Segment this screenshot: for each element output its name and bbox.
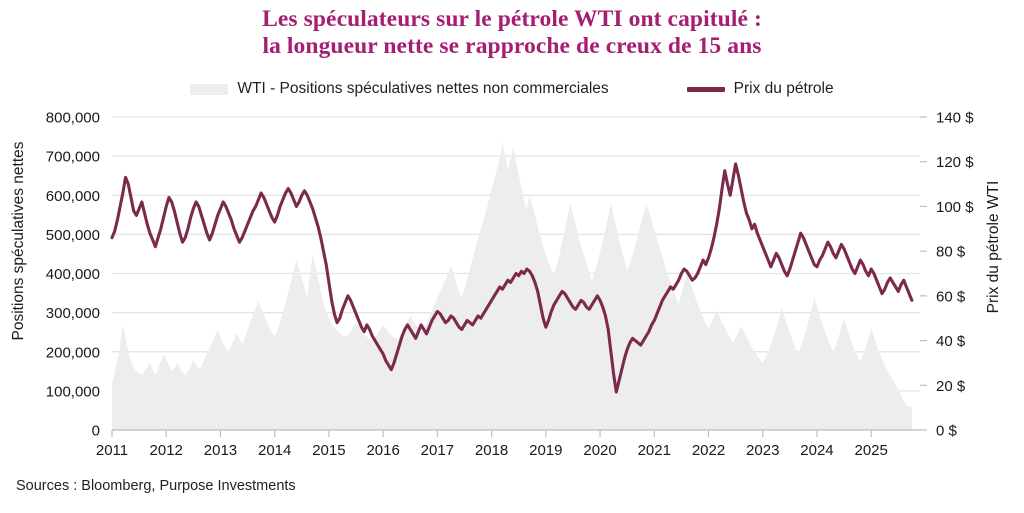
y-axis-left-tick-label: 800,000 [46,110,100,127]
y-axis-left-tick-label: 700,000 [46,149,100,166]
x-axis-tick-label: 2016 [366,442,399,459]
title-line-1: Les spéculateurs sur le pétrole WTI ont … [262,6,762,32]
area-series-net-positions [112,142,912,430]
plot-area-wrapper: 0 100,000 200,000 300,000 400,000 500,000 600,… [10,110,1002,460]
y-axis-left-tick-label: 400,000 [46,266,100,283]
x-axis-tick-label: 2017 [421,442,454,459]
legend-line-swatch-icon [686,86,725,92]
y-axis-right-tick-label: 120 $ [936,154,974,171]
x-axis-tick-label: 2018 [475,442,508,459]
chart-legend: WTI - Positions spéculatives nettes non … [0,80,1024,98]
y-axis-left-title: Positions spéculatives nettes [10,141,27,341]
x-axis-tick-label: 2020 [583,442,616,459]
y-axis-right-title: Prix du pétrole WTI [985,180,1002,314]
y-axis-left-tick-label: 100,000 [46,383,100,400]
x-axis-tick-label: 2022 [692,442,725,459]
y-axis-right-tick-label: 60 $ [936,288,966,305]
page-title: Les spéculateurs sur le pétrole WTI ont … [0,6,1024,60]
legend-item-oil-price: Prix du pétrole [686,80,834,98]
line-series-oil-price [110,162,914,394]
y-axis-right-tick-label: 80 $ [936,244,966,261]
y-axis-left-tick-label: 0 [92,423,100,440]
y-axis-left-tick-label: 200,000 [46,344,100,361]
title-line-2: la longueur nette se rapproche de creux … [262,33,762,59]
y-axis-left-tick-label: 300,000 [46,305,100,322]
x-axis-tick-label: 2012 [150,442,183,459]
x-axis-tick-label: 2013 [204,442,237,459]
x-axis-tick-label: 2014 [258,442,291,459]
x-axis-tick-label: 2011 [96,442,128,459]
source-note: Sources : Bloomberg, Purpose Investments [16,478,296,494]
x-axis-tick-label: 2021 [638,442,671,459]
y-axis-right-tick-label: 20 $ [936,378,966,395]
x-axis-tick-label: 2025 [855,442,888,459]
x-axis-tick-label: 2019 [529,442,562,459]
legend-label-oil-price: Prix du pétrole [733,80,834,97]
legend-area-swatch-icon [190,83,229,95]
legend-label-net-positions: WTI - Positions spéculatives nettes non … [237,80,609,97]
y-axis-right-tick-label: 100 $ [936,199,974,216]
x-axis-tick-label: 2023 [746,442,779,459]
y-axis-left-tick-label: 500,000 [46,227,100,244]
x-axis-tick-label: 2024 [800,442,833,459]
y-axis-left-tick-label: 600,000 [46,188,100,205]
y-axis-right-tick-label: 0 $ [936,423,958,440]
x-axis-tick-label: 2015 [312,442,345,459]
chart-svg: 0 100,000 200,000 300,000 400,000 500,000 600,… [46,110,974,460]
legend-item-net-positions: WTI - Positions spéculatives nettes non … [190,80,609,98]
y-axis-right-tick-label: 140 $ [936,110,974,127]
y-axis-right-tick-label: 40 $ [936,333,966,350]
